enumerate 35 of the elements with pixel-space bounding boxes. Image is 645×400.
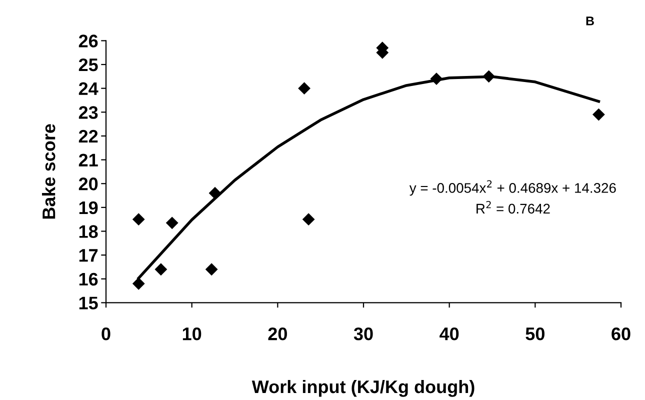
x-tick-label: 20 (268, 327, 287, 340)
point (592, 108, 605, 121)
annotation: y = -0.0054x$^{2}$ + 0.4689x + 14.326 (409, 180, 616, 196)
y-tick-label: 25 (78, 58, 98, 72)
point (205, 263, 218, 276)
point (298, 82, 310, 95)
y-tick-label: 19 (79, 201, 98, 214)
y-tick-label: 23 (78, 106, 98, 119)
y-tick-label: 21 (78, 154, 98, 166)
y-tick-label: 15 (79, 296, 98, 310)
x-tick-label: 40 (440, 327, 459, 340)
y-tick-label: 18 (79, 225, 98, 238)
x-tick-label: 0 (102, 327, 110, 340)
y-tick-label: 16 (79, 272, 98, 286)
x-axis-title: Work input (KJ/Kg dough) (252, 380, 474, 397)
point (482, 70, 496, 83)
annotation: R$^{2}$ = 0.7642 (476, 200, 550, 214)
x-tick-label: 60 (612, 327, 630, 340)
x-tick-label: 30 (354, 327, 373, 340)
point (132, 213, 145, 226)
text: B (586, 16, 594, 26)
point (166, 216, 178, 230)
point (132, 277, 145, 290)
y-tick-label: 24 (78, 82, 98, 95)
point (208, 186, 222, 200)
point (430, 72, 443, 86)
y-tick-label: 20 (78, 178, 98, 190)
point (154, 263, 168, 276)
point (302, 213, 315, 226)
y-tick-label: 22 (78, 130, 98, 143)
x-tick-label: 50 (526, 327, 544, 340)
y-tick-label: 17 (79, 249, 98, 262)
y-tick-label: 26 (78, 34, 98, 48)
x-tick-label: 10 (182, 327, 202, 340)
y-axis-title: Bake score (42, 124, 56, 219)
